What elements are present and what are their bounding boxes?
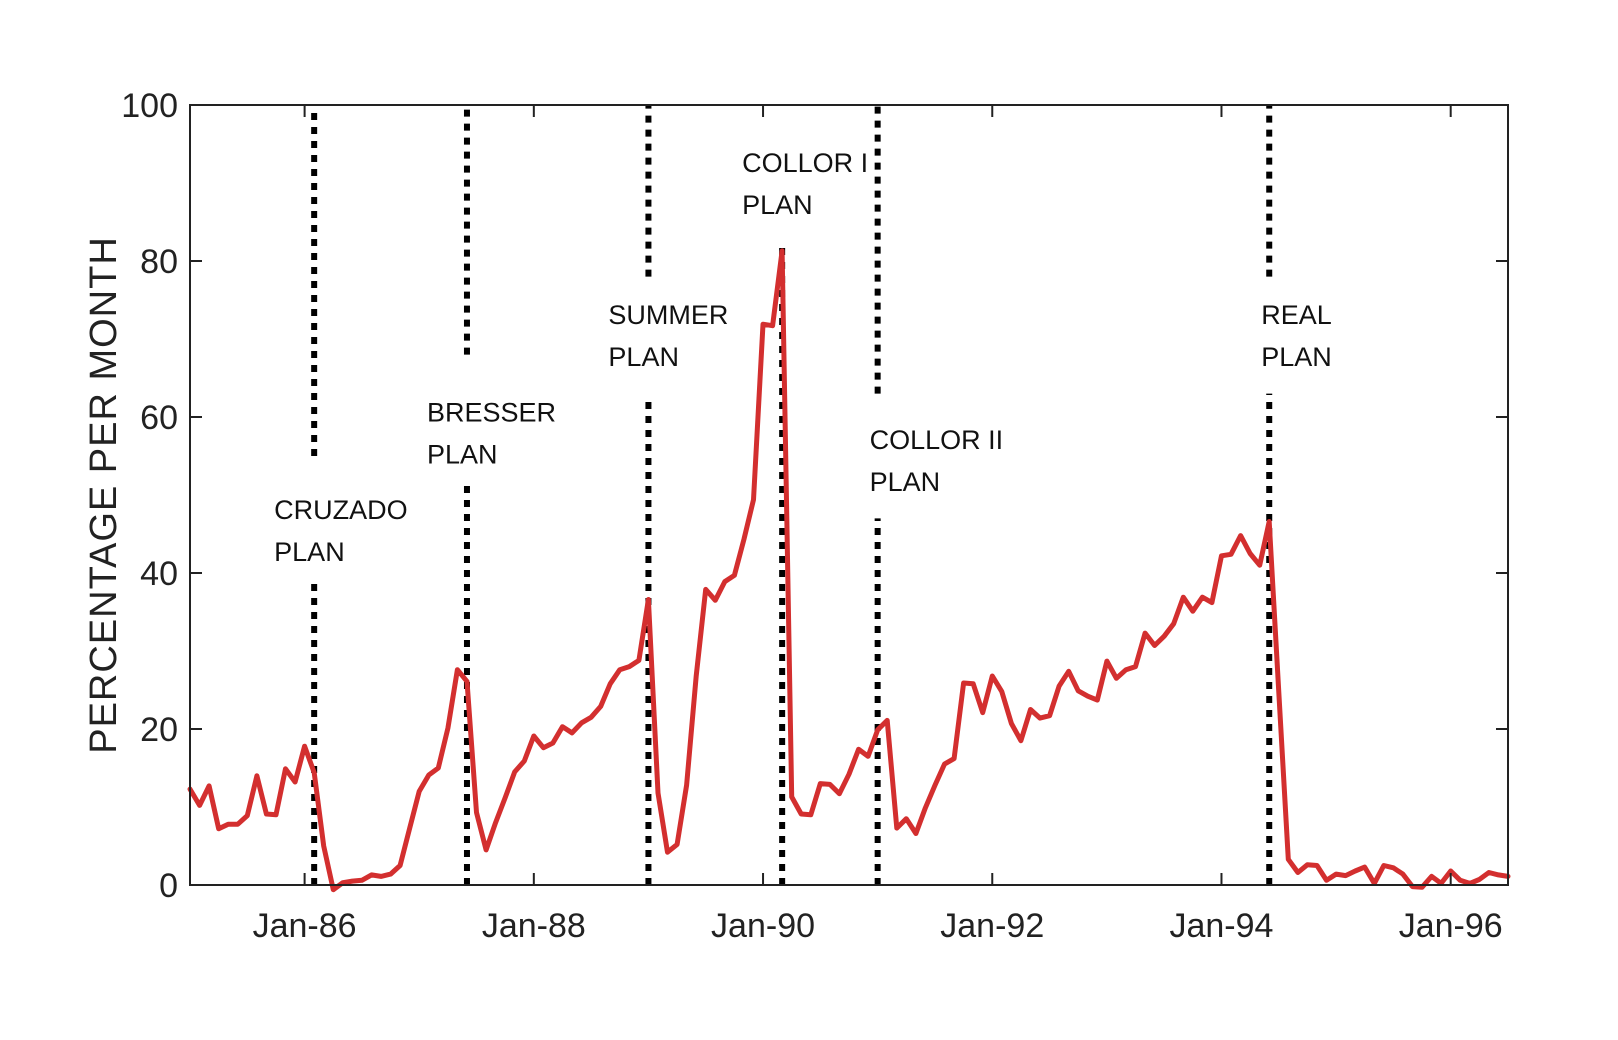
plan-marker: REAL PLAN (1261, 105, 1332, 885)
plan-label: PLAN (608, 342, 679, 372)
x-tick-label: Jan-90 (711, 907, 815, 945)
y-tick-label: 100 (121, 87, 178, 125)
x-tick-label: Jan-88 (482, 907, 586, 945)
plan-label: PLAN (742, 190, 813, 220)
y-tick-label: 20 (140, 711, 178, 749)
plan-marker: CRUZADO PLAN (274, 105, 408, 885)
plan-label: CRUZADO (274, 495, 408, 525)
plan-label: PLAN (274, 537, 345, 567)
y-tick-label: 60 (140, 399, 178, 437)
plan-marker: COLLOR II PLAN (870, 105, 1004, 885)
x-tick-label: Jan-86 (253, 907, 357, 945)
x-tick-label: Jan-96 (1399, 907, 1503, 945)
inflation-series-line (187, 248, 1511, 893)
plot-frame (189, 104, 1509, 886)
y-tick-label: 0 (159, 867, 178, 905)
plan-label: PLAN (427, 440, 498, 470)
plan-label: REAL (1261, 300, 1332, 330)
plan-label: SUMMER (608, 300, 728, 330)
plan-label: COLLOR I (742, 148, 868, 178)
y-tick-label: 80 (140, 243, 178, 281)
y-tick-label: 40 (140, 555, 178, 593)
plan-label: PLAN (870, 467, 941, 497)
plan-label: BRESSER (427, 398, 556, 428)
x-tick-label: Jan-92 (940, 907, 1044, 945)
axis-ticks: 0 20 40 60 80 100 Jan-86 Jan-88 Jan-90 Jan-92 Jan-… (121, 87, 1508, 945)
plan-label: COLLOR II (870, 425, 1004, 455)
plan-label: PLAN (1261, 342, 1332, 372)
x-tick-label: Jan-94 (1169, 907, 1273, 945)
y-axis-title: PERCENTAGE PER MONTH (83, 236, 125, 754)
